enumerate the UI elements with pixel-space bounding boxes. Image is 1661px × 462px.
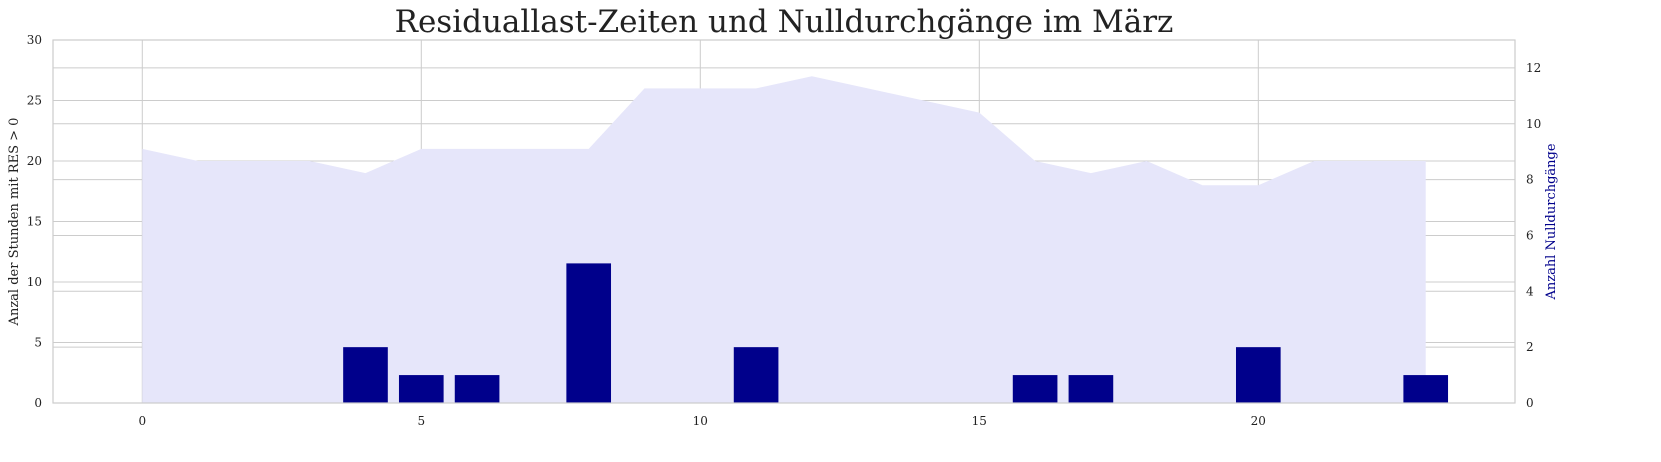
left-tick-label: 10 <box>27 275 42 289</box>
bar <box>398 375 444 403</box>
bar <box>566 263 612 403</box>
right-tick-label: 10 <box>1526 117 1541 131</box>
left-tick-label: 5 <box>34 336 42 350</box>
right-tick-label: 2 <box>1526 340 1534 354</box>
x-tick-label: 5 <box>417 414 425 428</box>
right-tick-label: 6 <box>1526 228 1534 242</box>
left-tick-label: 15 <box>27 215 42 229</box>
bar-layer <box>343 263 1449 403</box>
bar <box>1403 375 1449 403</box>
right-tick-label: 8 <box>1526 173 1534 187</box>
bar <box>343 347 388 403</box>
bar <box>1068 375 1114 403</box>
area-layer <box>142 76 1426 404</box>
left-tick-label: 30 <box>27 33 42 47</box>
area-series <box>142 76 1426 404</box>
left-tick-label: 25 <box>27 94 42 108</box>
right-tick-label: 4 <box>1526 284 1534 298</box>
x-tick-label: 0 <box>138 414 146 428</box>
left-tick-label: 20 <box>27 154 42 168</box>
right-axis-label: Anzahl Nulldurchgänge <box>1544 143 1559 300</box>
left-axis-label: Anzal der Stunden mit RES > 0 <box>7 118 22 327</box>
bar <box>454 375 500 403</box>
spine-layer <box>52 39 1516 404</box>
x-tick-label: 20 <box>1251 414 1266 428</box>
bar <box>1012 375 1058 403</box>
chart-title: Residuallast-Zeiten und Nulldurchgänge i… <box>395 4 1174 40</box>
bar <box>733 347 779 403</box>
tick-layer: 0 5 10 15 20 0 5 10 15 20 25 30 0 2 4 6 8 10 12 <box>27 33 1542 428</box>
plot-frame <box>52 39 1516 404</box>
x-tick-label: 10 <box>693 414 708 428</box>
right-tick-label: 12 <box>1526 61 1541 75</box>
right-tick-label: 0 <box>1526 396 1534 410</box>
x-tick-label: 15 <box>972 414 987 428</box>
bar <box>1235 347 1281 403</box>
left-tick-label: 0 <box>34 396 42 410</box>
